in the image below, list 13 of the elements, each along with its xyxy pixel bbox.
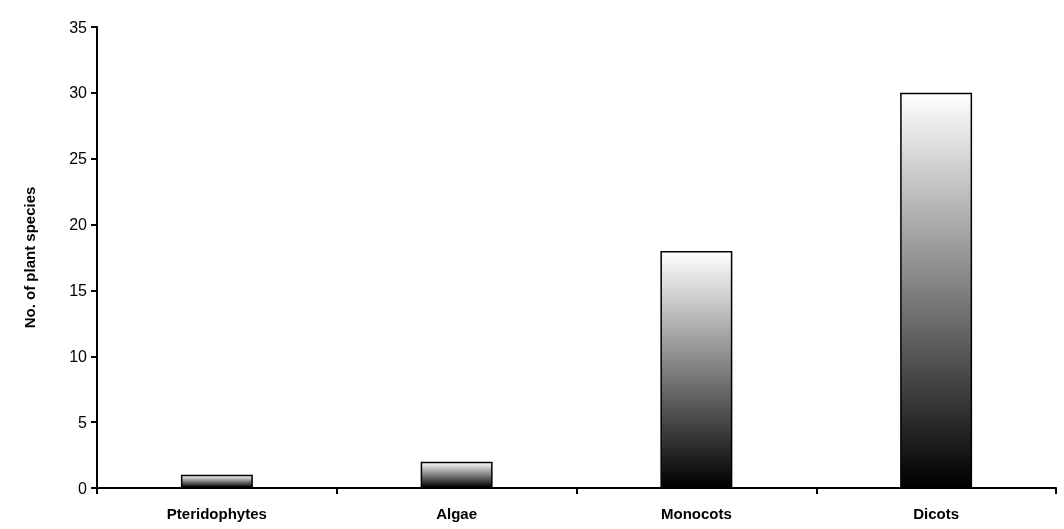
y-tick-label: 20 [69, 216, 88, 234]
x-tick-label: Algae [436, 505, 478, 522]
x-tick-label: Monocots [660, 505, 732, 522]
y-tick-label: 5 [78, 413, 88, 431]
x-tick-label: Pteridophytes [166, 505, 267, 522]
y-tick-label: 15 [69, 281, 88, 299]
y-tick-label: 0 [78, 479, 88, 497]
y-tick-label: 25 [69, 150, 88, 168]
y-tick-label: 30 [69, 84, 88, 102]
y-tick-label: 35 [69, 18, 88, 36]
y-axis-title: No. of plant species [21, 186, 38, 329]
y-tick-label: 10 [69, 347, 88, 365]
x-tick-label: Dicots [913, 505, 960, 522]
